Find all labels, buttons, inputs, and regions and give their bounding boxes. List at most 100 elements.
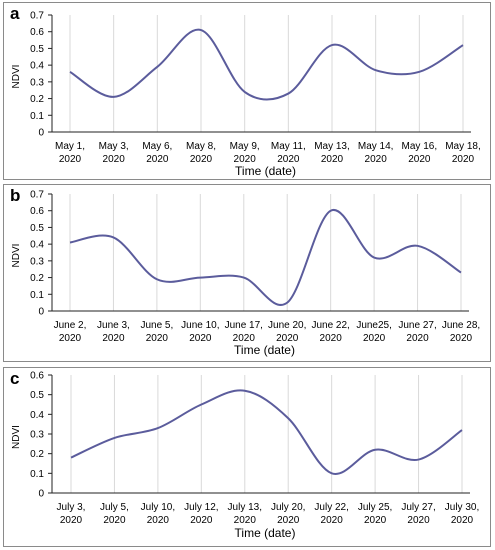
x-tick-label: June 2, 2020 <box>54 320 87 344</box>
x-tick-label: May 13, 2020 <box>314 141 350 165</box>
y-tick-label: 0.3 <box>30 256 44 267</box>
x-tick-label: July 22, 2020 <box>314 502 348 526</box>
x-tick-label: June 22, 2020 <box>311 320 349 344</box>
data-point <box>287 417 289 419</box>
x-axis-label: Time (date) <box>235 526 296 540</box>
data-point <box>373 257 375 259</box>
y-tick-label: 0.7 <box>30 190 44 201</box>
x-tick-label: May 18, 2020 <box>445 141 481 165</box>
data-point <box>462 44 464 46</box>
y-tick-label: 0.5 <box>30 390 44 401</box>
data-point <box>156 278 158 280</box>
y-tick-label: 0.4 <box>30 61 44 72</box>
data-point <box>461 429 463 431</box>
data-point <box>418 71 420 73</box>
chart-panel-a: a 0 0.1 0.2 0.3 0.4 0.5 0.6 0.7 NDVI May 1, 2020 Ma… <box>3 2 491 180</box>
data-point <box>156 66 158 68</box>
data-point <box>331 472 333 474</box>
y-tick-label: 0.2 <box>30 273 44 284</box>
y-tick-label: 0.6 <box>30 206 44 217</box>
x-tick-label: May 9, 2020 <box>230 141 260 165</box>
chart-panel-b: b 0 0.1 0.2 0.3 0.4 0.5 0.6 0.7 NDVI June 2, 2020 J… <box>3 184 491 362</box>
x-tick-label: July 5, 2020 <box>100 502 129 526</box>
x-tick-label: June 3, 2020 <box>97 320 130 344</box>
x-tick-label: July 27, 2020 <box>401 502 435 526</box>
x-tick-label: May 3, 2020 <box>99 141 129 165</box>
data-point <box>417 245 419 247</box>
chart-a-svg: 0 0.1 0.2 0.3 0.4 0.5 0.6 0.7 NDVI May 1, 2020 May … <box>11 11 481 179</box>
x-tick-label: July 20, 2020 <box>271 502 305 526</box>
series-line <box>70 389 463 475</box>
data-point <box>113 96 115 98</box>
data-point <box>331 44 333 46</box>
x-tick-label: May 11, 2020 <box>271 141 306 165</box>
x-tick-label: June25, 2020 <box>356 320 392 344</box>
x-axis-label: Time (date) <box>235 164 296 178</box>
y-tick-label: 0.7 <box>30 11 44 22</box>
y-tick-label: 0.4 <box>30 410 44 421</box>
x-axis-label: Time (date) <box>234 343 295 357</box>
data-point <box>374 449 376 451</box>
data-point <box>375 69 377 71</box>
data-point <box>199 277 201 279</box>
chart-c-svg: 0 0.1 0.2 0.3 0.4 0.5 0.6 NDVI July 3, 2020 July 5… <box>11 371 479 541</box>
data-point <box>330 210 332 212</box>
data-point <box>286 302 288 304</box>
data-point <box>112 236 114 238</box>
data-point <box>69 241 71 243</box>
data-point <box>460 272 462 274</box>
y-tick-label: 0.6 <box>30 371 44 382</box>
panel-label-b: b <box>10 186 21 205</box>
data-point <box>418 459 420 461</box>
y-tick-label: 0.3 <box>30 77 44 88</box>
y-tick-label: 0.4 <box>30 240 44 251</box>
x-tick-label: July 25, 2020 <box>358 502 392 526</box>
data-point <box>113 437 115 439</box>
y-tick-label: 0.2 <box>30 94 44 105</box>
y-tick-label: 0.3 <box>30 430 44 441</box>
y-tick-label: 0.1 <box>30 469 44 480</box>
y-tick-label: 0 <box>38 128 44 139</box>
data-point <box>244 390 246 392</box>
x-tick-label: May 8, 2020 <box>186 141 216 165</box>
y-axis-label: NDVI <box>11 65 22 89</box>
x-tick-label: May 14, 2020 <box>358 141 394 165</box>
x-tick-label: July 3, 2020 <box>57 502 86 526</box>
data-point <box>200 404 202 406</box>
y-tick-label: 0.1 <box>30 111 44 122</box>
panel-label-c: c <box>10 369 20 388</box>
x-tick-label: June 20, 2020 <box>268 320 306 344</box>
y-tick-label: 0.5 <box>30 223 44 234</box>
data-point <box>287 93 289 95</box>
data-point <box>200 29 202 31</box>
y-tick-label: 0 <box>38 307 44 318</box>
y-axis-label: NDVI <box>11 425 22 449</box>
data-point <box>157 427 159 429</box>
x-tick-label: June 10, 2020 <box>181 320 219 344</box>
x-tick-label: July 10, 2020 <box>141 502 175 526</box>
x-tick-label: July 13, 2020 <box>228 502 262 526</box>
x-tick-label: May 16, 2020 <box>402 141 438 165</box>
x-tick-label: June 27, 2020 <box>398 320 436 344</box>
panel-label-a: a <box>10 4 20 23</box>
x-tick-label: June 17, 2020 <box>225 320 263 344</box>
series-line <box>69 209 462 306</box>
y-tick-label: 0 <box>38 489 44 500</box>
x-tick-label: May 6, 2020 <box>142 141 172 165</box>
x-tick-label: June 5, 2020 <box>140 320 173 344</box>
x-tick-label: May 1, 2020 <box>55 141 85 165</box>
data-point <box>70 457 72 459</box>
series-line <box>69 28 464 101</box>
x-tick-label: June 28, 2020 <box>442 320 480 344</box>
y-axis-label: NDVI <box>11 244 22 268</box>
chart-b-svg: 0 0.1 0.2 0.3 0.4 0.5 0.6 0.7 NDVI June 2, 2020 Jun… <box>11 190 480 358</box>
data-point <box>69 71 71 73</box>
y-tick-label: 0.6 <box>30 27 44 38</box>
y-tick-label: 0.2 <box>30 449 44 460</box>
data-point <box>244 91 246 93</box>
x-tick-label: July 30, 2020 <box>445 502 479 526</box>
y-tick-label: 0.1 <box>30 290 44 301</box>
y-tick-label: 0.5 <box>30 44 44 55</box>
x-tick-label: July 12, 2020 <box>184 502 218 526</box>
